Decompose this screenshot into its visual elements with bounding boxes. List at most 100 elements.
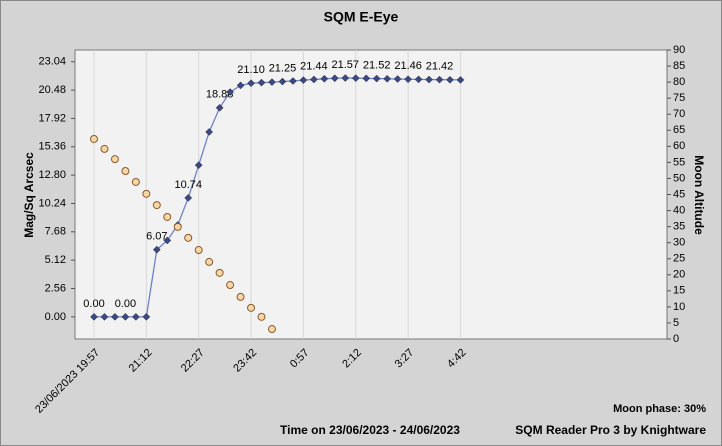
sqm-marker xyxy=(425,75,433,84)
data-label: 21.42 xyxy=(426,61,454,73)
y-tick-label: 0.00 xyxy=(45,311,66,323)
data-label: 21.25 xyxy=(269,62,297,74)
y2-tick-label: 40 xyxy=(673,204,685,216)
y2-tick-label: 60 xyxy=(673,140,685,152)
data-label: 18.88 xyxy=(206,89,234,101)
moon-marker xyxy=(215,268,224,277)
y-tick-label: 23.04 xyxy=(38,56,66,68)
data-label: 6.07 xyxy=(146,231,167,243)
y-tick-label: 12.80 xyxy=(38,169,66,181)
x-axis-title: Time on 23/06/2023 - 24/06/2023 xyxy=(280,423,460,437)
sqm-marker xyxy=(362,74,371,83)
sqm-marker xyxy=(247,79,255,88)
y-tick-label: 10.24 xyxy=(38,197,66,209)
sqm-marker xyxy=(310,75,318,84)
moon-marker xyxy=(247,303,256,312)
sqm-marker xyxy=(372,74,381,83)
plot-area xyxy=(74,49,668,340)
y2-tick-label: 75 xyxy=(673,92,685,104)
sqm-marker xyxy=(393,75,402,83)
sqm-marker xyxy=(351,74,360,82)
moon-marker xyxy=(100,144,109,153)
y2-tick-label: 30 xyxy=(673,237,685,249)
y2-tick-label: 80 xyxy=(673,76,685,88)
moon-marker xyxy=(194,246,203,255)
data-label: 21.52 xyxy=(363,59,391,71)
y2-axis-title: Moon Altitude xyxy=(692,155,706,235)
sqm-marker xyxy=(111,313,119,321)
sqm-marker xyxy=(205,128,214,136)
sqm-marker xyxy=(383,74,392,83)
moon-marker xyxy=(152,201,161,210)
data-label: 21.44 xyxy=(300,60,328,72)
moon-marker xyxy=(110,155,119,164)
y2-tick-label: 50 xyxy=(673,172,685,184)
data-label: 10.74 xyxy=(174,179,202,191)
y-tick-label: 15.36 xyxy=(38,141,66,153)
y-tick-label: 20.48 xyxy=(38,84,66,96)
sqm-marker xyxy=(163,236,172,245)
sqm-marker xyxy=(236,81,245,90)
y-tick-label: 7.68 xyxy=(45,226,66,238)
sqm-marker xyxy=(435,75,444,84)
sqm-marker xyxy=(121,313,130,321)
y2-tick-label: 20 xyxy=(673,269,685,281)
y2-tick-label: 15 xyxy=(673,285,685,297)
data-label: 0.00 xyxy=(83,298,104,310)
sqm-marker xyxy=(456,76,465,84)
y-tick-label: 5.12 xyxy=(45,254,66,266)
sqm-marker xyxy=(299,76,308,84)
sqm-marker xyxy=(100,313,109,321)
sqm-marker xyxy=(142,313,151,321)
data-label: 21.57 xyxy=(332,59,360,71)
sqm-marker xyxy=(194,161,203,170)
moon-marker xyxy=(121,167,130,176)
y-axis-title: Mag/Sq Arcsec xyxy=(22,152,36,238)
chart-title: SQM E-Eye xyxy=(324,9,399,25)
moon-marker xyxy=(184,233,193,242)
y2-tick-label: 55 xyxy=(673,156,685,168)
sqm-marker xyxy=(330,74,339,83)
moon-marker xyxy=(267,325,276,334)
moon-marker xyxy=(173,222,182,231)
y2-tick-label: 5 xyxy=(673,317,679,329)
y-tick-label: 17.92 xyxy=(38,112,66,124)
moon-marker xyxy=(236,292,245,301)
y2-tick-label: 85 xyxy=(673,60,685,72)
y-tick-label: 2.56 xyxy=(45,282,66,294)
moon-marker xyxy=(257,312,266,321)
data-label: 21.46 xyxy=(394,60,422,72)
sqm-marker xyxy=(184,194,193,202)
y2-tick-label: 35 xyxy=(673,221,685,233)
sqm-marker xyxy=(341,74,350,82)
sqm-marker xyxy=(404,75,412,84)
data-label: 21.10 xyxy=(237,64,265,76)
y2-tick-label: 90 xyxy=(673,44,685,56)
y2-tick-label: 25 xyxy=(673,253,685,265)
data-label: 0.00 xyxy=(115,298,136,310)
sqm-marker xyxy=(132,313,140,321)
sqm-marker xyxy=(152,245,161,254)
y2-tick-label: 65 xyxy=(673,124,685,136)
moon-marker xyxy=(163,212,172,221)
sqm-marker xyxy=(268,78,276,86)
moon-marker xyxy=(90,134,98,143)
sqm-marker xyxy=(320,74,329,83)
sqm-marker xyxy=(289,77,297,85)
moon-phase: Moon phase: 30% xyxy=(613,403,706,415)
sqm-marker xyxy=(215,103,224,112)
sqm-marker xyxy=(278,77,287,86)
moon-marker xyxy=(205,257,214,266)
y2-tick-label: 0 xyxy=(673,333,679,345)
sqm-marker xyxy=(226,88,234,96)
sqm-marker xyxy=(446,75,454,84)
y2-tick-label: 10 xyxy=(673,301,685,313)
y2-tick-label: 45 xyxy=(673,188,685,200)
sqm-marker xyxy=(414,75,423,84)
sqm-marker xyxy=(90,313,98,321)
moon-marker xyxy=(226,281,235,290)
credit: SQM Reader Pro 3 by Knightware xyxy=(515,423,706,437)
moon-marker xyxy=(142,189,151,198)
sqm-marker xyxy=(257,78,266,87)
